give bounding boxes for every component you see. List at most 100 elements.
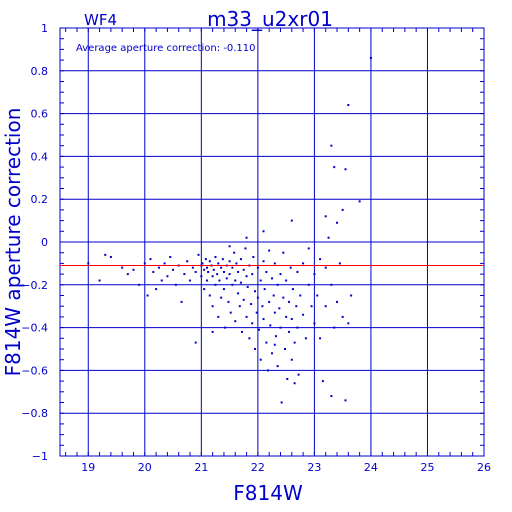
data-point — [274, 335, 277, 338]
data-point — [246, 285, 249, 288]
data-point — [252, 255, 255, 258]
x-axis-label: F814W — [233, 481, 303, 505]
data-point — [369, 56, 372, 59]
data-point — [194, 341, 197, 344]
data-point — [261, 305, 264, 308]
data-point — [250, 303, 253, 306]
data-point — [169, 255, 172, 258]
data-point — [152, 270, 155, 273]
y-tick-label: −0.4 — [21, 322, 48, 335]
data-point — [222, 288, 225, 291]
data-point — [121, 266, 124, 269]
data-point — [336, 300, 339, 303]
y-tick-labels: −1 −0.8 −0.6 −0.4 −0.2 0 0.2 0.4 0.6 0.8 1 — [21, 22, 48, 463]
data-point — [257, 328, 260, 331]
data-point — [324, 215, 327, 218]
data-point — [344, 399, 347, 402]
data-point — [282, 296, 285, 299]
data-point — [214, 283, 217, 286]
plot-frame — [59, 27, 485, 457]
data-point — [235, 262, 238, 265]
data-point — [200, 275, 203, 278]
x-tick-label: 26 — [477, 461, 491, 474]
data-point — [98, 279, 101, 282]
data-point — [307, 283, 310, 286]
data-point — [278, 307, 281, 310]
y-tick-label: 1 — [41, 22, 48, 35]
data-point — [251, 273, 254, 276]
data-point — [218, 279, 221, 282]
data-point — [217, 262, 220, 265]
x-tick-label: 20 — [138, 461, 152, 474]
data-point — [237, 270, 240, 273]
data-point — [242, 268, 245, 271]
data-point — [217, 315, 220, 318]
y-tick-label: −0.2 — [21, 279, 48, 292]
data-point — [163, 262, 166, 265]
data-point — [333, 326, 336, 329]
data-point — [285, 279, 288, 282]
data-point — [245, 236, 248, 239]
data-point — [293, 341, 296, 344]
data-point — [220, 266, 223, 269]
data-point — [287, 300, 290, 303]
data-point — [313, 322, 316, 325]
data-point — [183, 273, 186, 276]
data-point — [265, 341, 268, 344]
data-point — [268, 300, 271, 303]
data-point — [211, 330, 214, 333]
x-tick-label: 21 — [194, 461, 208, 474]
data-point — [237, 292, 240, 295]
data-point — [293, 382, 296, 385]
data-point — [347, 322, 350, 325]
y-tick-label: −0.8 — [21, 407, 48, 420]
data-point — [296, 326, 299, 329]
data-point — [174, 283, 177, 286]
data-point — [341, 208, 344, 211]
data-point — [350, 294, 353, 297]
data-point — [336, 221, 339, 224]
data-point — [280, 401, 283, 404]
data-point — [302, 262, 305, 265]
data-point — [189, 279, 192, 282]
y-tick-label: 0.8 — [31, 65, 49, 78]
data-point — [234, 320, 237, 323]
data-point — [284, 348, 287, 350]
data-point — [255, 311, 258, 314]
data-point — [155, 288, 158, 291]
data-point — [225, 277, 228, 280]
data-point — [224, 326, 227, 329]
average-annotation: Average aperture correction: -0.110 — [76, 43, 256, 54]
data-point — [160, 279, 163, 282]
data-point — [296, 270, 299, 273]
data-point — [271, 352, 273, 355]
data-point — [166, 275, 169, 278]
data-point — [272, 294, 275, 297]
data-point — [279, 273, 282, 276]
data-point — [248, 337, 251, 340]
data-point — [238, 305, 241, 308]
data-point — [319, 258, 322, 261]
data-point — [214, 255, 217, 258]
x-tick-label: 19 — [81, 461, 95, 474]
data-point — [149, 258, 152, 261]
data-point — [245, 275, 248, 278]
data-point — [282, 251, 285, 254]
data-point — [333, 166, 336, 169]
data-point — [180, 300, 183, 303]
data-point — [265, 270, 268, 273]
data-point — [172, 268, 175, 271]
data-point — [194, 270, 197, 273]
data-point — [321, 380, 324, 383]
data-point — [330, 395, 333, 398]
data-point — [341, 315, 344, 318]
data-point — [241, 330, 244, 333]
data-point — [313, 273, 316, 276]
data-point — [324, 266, 327, 269]
data-point — [138, 283, 141, 286]
data-point — [208, 260, 211, 263]
data-point — [290, 318, 293, 321]
data-point — [262, 230, 265, 233]
data-point — [330, 144, 333, 147]
